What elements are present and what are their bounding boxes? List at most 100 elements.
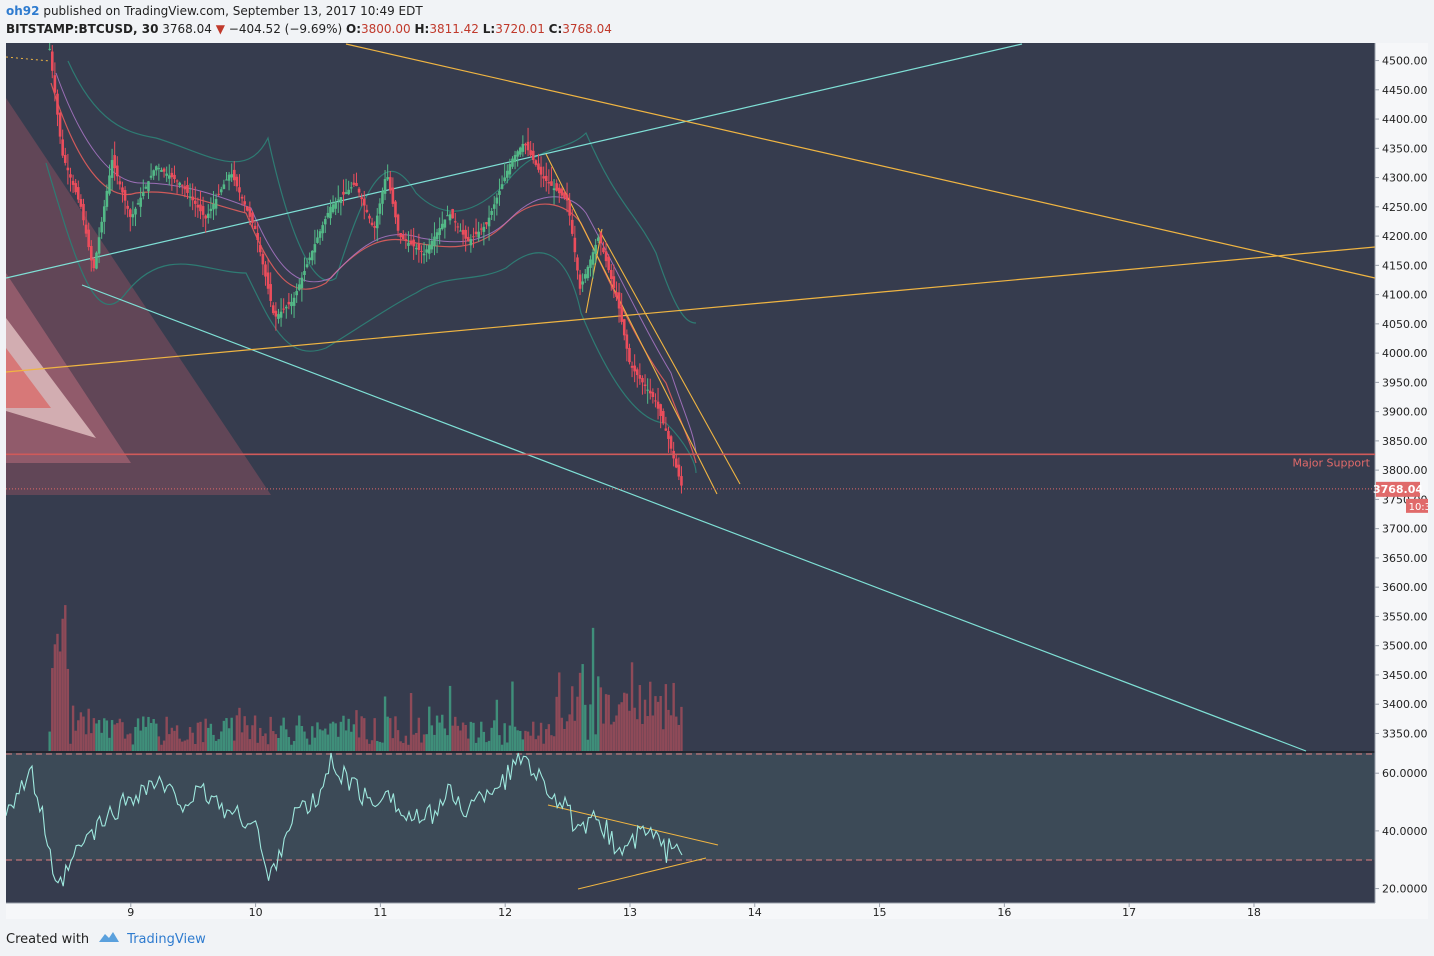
volume-bar <box>381 742 384 751</box>
volume-bar <box>646 716 649 751</box>
volume-bar <box>620 702 623 751</box>
candle <box>485 222 488 230</box>
volume-bar <box>246 725 249 751</box>
candle <box>121 181 124 203</box>
candle <box>253 220 257 230</box>
candle <box>230 163 233 182</box>
volume-bar <box>321 730 324 751</box>
volume-bar <box>526 731 530 751</box>
volume-bar <box>199 721 202 751</box>
volume-bar <box>92 718 96 751</box>
volume-bar <box>503 723 506 751</box>
candle <box>139 187 142 218</box>
volume-bar <box>126 734 129 751</box>
candle <box>321 221 324 241</box>
volume-bar <box>87 708 90 751</box>
fan-shapes <box>6 98 271 495</box>
candle <box>646 378 649 404</box>
symbol-name: BITSTAMP:BTCUSD, 30 <box>6 22 159 36</box>
volume-bar <box>56 633 59 751</box>
volume-bar <box>82 716 85 751</box>
volume-bar <box>448 685 452 751</box>
candle <box>123 186 127 215</box>
candle <box>347 180 350 196</box>
candle <box>487 205 491 241</box>
volume-bar <box>391 738 395 751</box>
candle <box>199 191 202 220</box>
volume-bar <box>615 715 618 751</box>
price-chart[interactable]: Major Support 4500.00 4450.00 4400.00 4350.… <box>5 40 1434 919</box>
candle <box>513 150 517 170</box>
publish-text: published on TradingView.com, September … <box>43 4 423 18</box>
candle <box>448 211 452 225</box>
volume-bar <box>612 721 616 751</box>
volume-bar <box>435 715 439 751</box>
volume-bar <box>277 737 280 751</box>
volume-bar <box>552 736 556 751</box>
price-pane[interactable] <box>6 43 1375 751</box>
candle <box>313 229 317 265</box>
volume-bar <box>360 716 363 751</box>
candle <box>477 221 480 242</box>
time-axis[interactable]: 9 10 11 12 13 14 15 16 17 18 <box>127 903 1261 919</box>
candle <box>316 229 319 244</box>
price-axis[interactable]: 4500.00 4450.00 4400.00 4350.00 4300.00 4250.… <box>1375 55 1428 741</box>
candle <box>609 263 613 291</box>
price-tick-label: 3500.00 <box>1382 640 1428 653</box>
volume-bar <box>287 737 291 751</box>
candle <box>396 213 400 237</box>
candle <box>674 454 678 469</box>
volume-bar <box>607 694 610 751</box>
candle <box>414 243 418 255</box>
candle <box>573 225 577 262</box>
volume-bar <box>495 699 499 751</box>
candle <box>420 245 423 264</box>
time-tick-label: 16 <box>997 906 1011 919</box>
time-tick-label: 12 <box>498 906 512 919</box>
candle <box>654 393 657 408</box>
candle <box>225 172 228 181</box>
candle <box>461 219 465 245</box>
volume-bar <box>173 730 176 751</box>
volume-bar <box>370 740 374 751</box>
volume-bar <box>129 733 132 751</box>
candle <box>443 219 447 239</box>
volume-bar <box>662 729 665 751</box>
candle <box>300 272 304 302</box>
volume-bar <box>64 605 67 751</box>
volume-bar <box>97 719 101 751</box>
volume-bar <box>641 723 644 751</box>
volume-bar <box>597 676 600 751</box>
candle <box>474 218 478 238</box>
volume-bar <box>243 716 246 751</box>
chart-area[interactable]: Major Support 4500.00 4450.00 4400.00 4350.… <box>5 40 1434 919</box>
volume-bar <box>214 740 218 751</box>
price-tick-label: 4400.00 <box>1382 113 1428 126</box>
volume-bar <box>386 716 389 751</box>
volume-bar <box>467 738 470 751</box>
author-link[interactable]: oh92 <box>6 4 40 18</box>
volume-bar <box>365 739 369 751</box>
volume-bar <box>573 720 577 751</box>
volume-bar <box>529 735 532 751</box>
candle <box>365 204 369 214</box>
volume-bar <box>160 744 163 751</box>
volume-bar <box>623 692 626 751</box>
candle <box>170 167 174 191</box>
volume-bar <box>404 735 408 751</box>
tradingview-link[interactable]: TradingView <box>127 931 206 947</box>
rsi-axis[interactable]: 60.0000 40.0000 20.0000 <box>1375 767 1428 896</box>
candle <box>87 222 90 251</box>
candle <box>165 166 168 182</box>
volume-bar <box>363 718 366 751</box>
volume-bar <box>669 715 673 751</box>
time-tick-label: 17 <box>1122 906 1136 919</box>
candle <box>232 161 236 187</box>
volume-bar <box>292 741 296 751</box>
candle <box>357 186 361 198</box>
candle <box>399 233 402 244</box>
candle <box>238 174 241 201</box>
candle <box>248 201 252 225</box>
volume-bar <box>285 729 288 751</box>
candle <box>128 208 132 232</box>
